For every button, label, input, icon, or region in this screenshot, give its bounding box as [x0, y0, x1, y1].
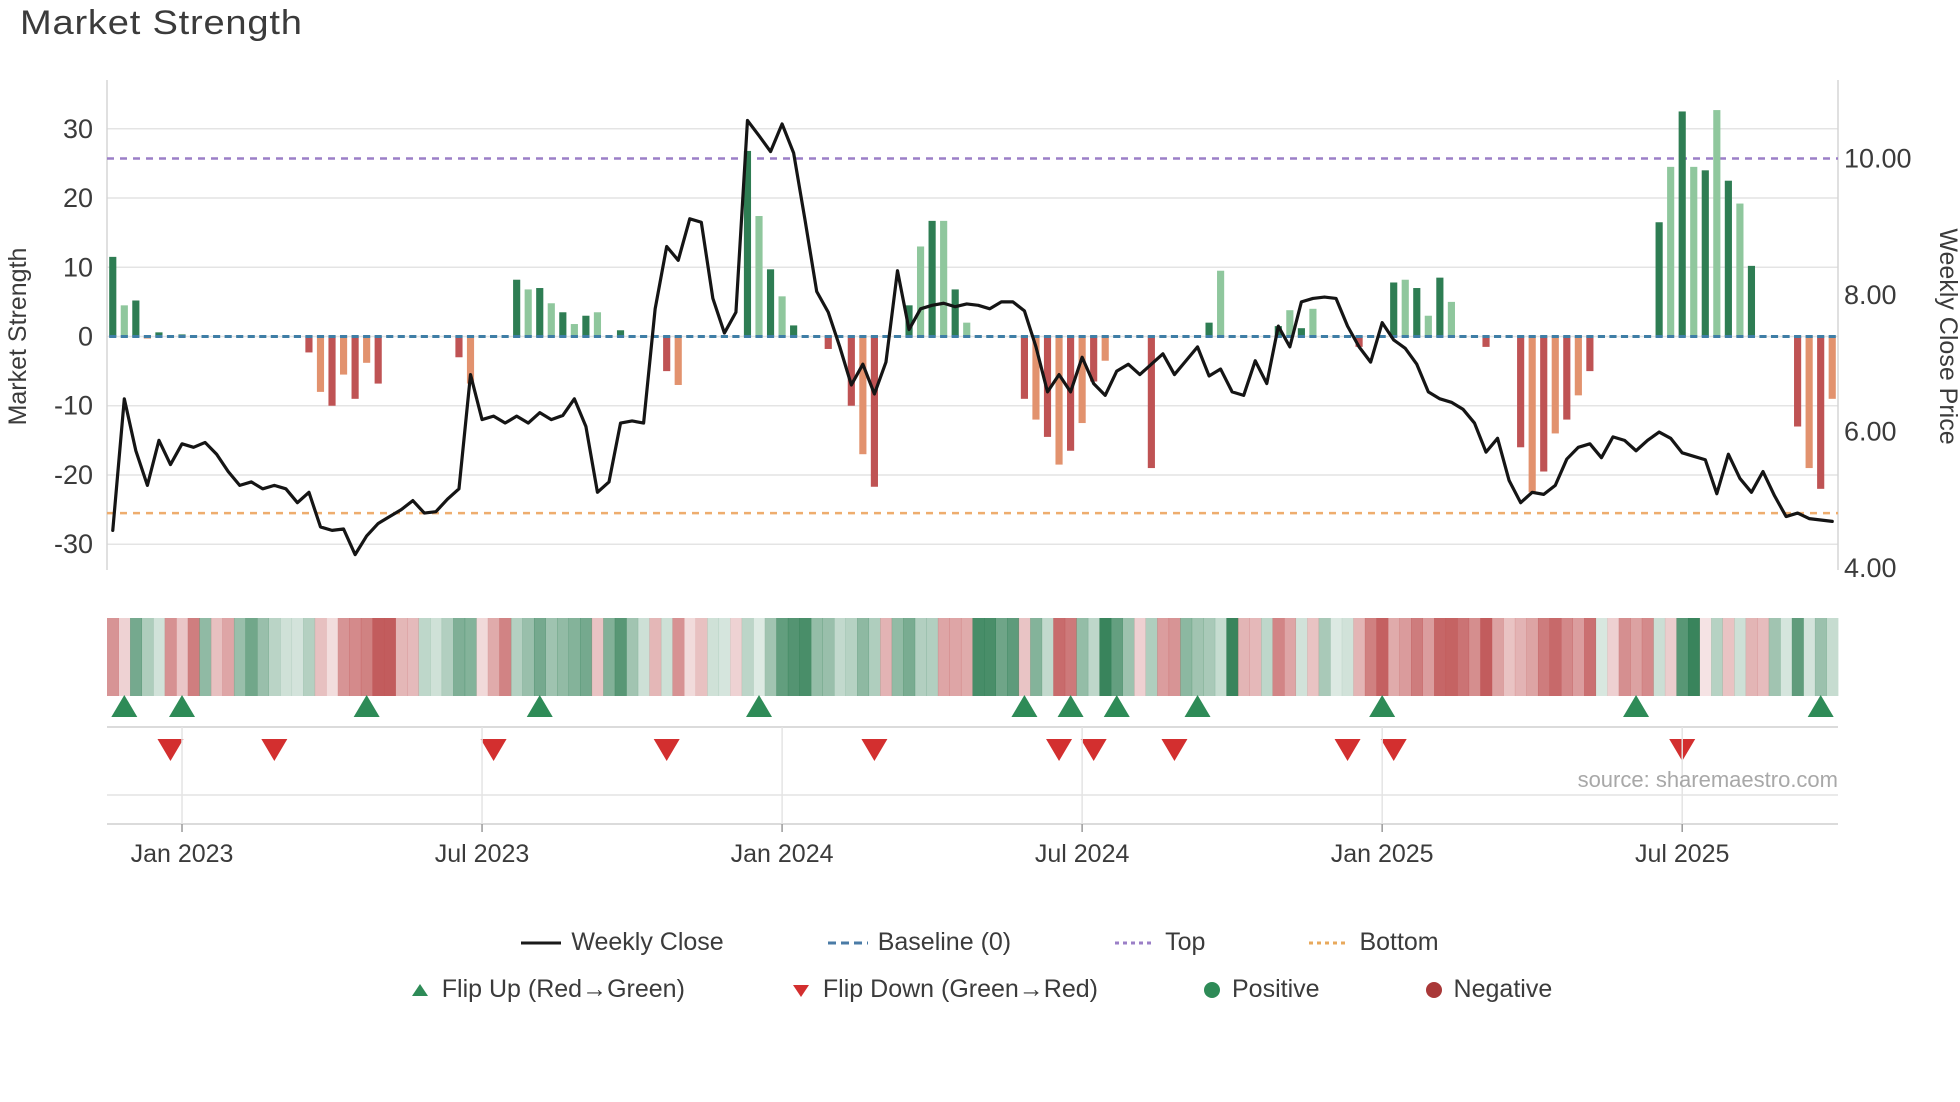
svg-text:source: sharemaestro.com: source: sharemaestro.com — [1578, 767, 1838, 792]
svg-text:Jan 2024: Jan 2024 — [731, 840, 834, 868]
svg-text:Jul 2024: Jul 2024 — [1035, 840, 1130, 868]
svg-text:Jan 2023: Jan 2023 — [131, 840, 234, 868]
svg-text:Jul 2023: Jul 2023 — [435, 840, 530, 868]
svg-text:Jan 2025: Jan 2025 — [1331, 840, 1434, 868]
svg-text:Jul 2025: Jul 2025 — [1635, 840, 1730, 868]
